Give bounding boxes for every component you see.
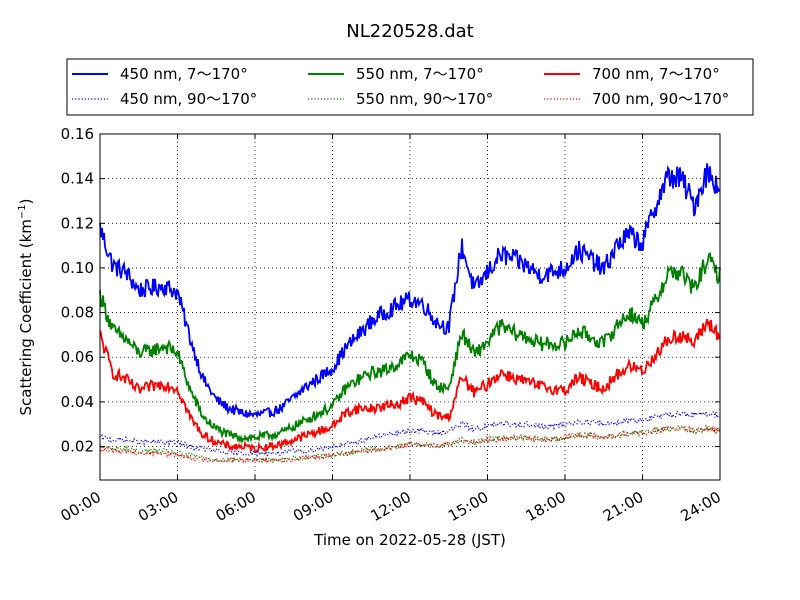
y-axis-label-exponent: −1: [17, 204, 28, 219]
legend-label: 700 nm, 7～170°: [592, 65, 720, 83]
y-axis-label: Scattering Coefficient (km−1): [17, 198, 35, 415]
x-tick-label: 12:00: [368, 488, 414, 525]
x-tick-label: 15:00: [445, 488, 491, 525]
series-line-5: [99, 424, 721, 464]
series-line-3: [99, 409, 721, 458]
y-tick-label: 0.06: [61, 348, 94, 366]
plot-area: 00:00 03:00 06:00 09:00 12:00 15:00 18:00 21:00…: [58, 125, 724, 525]
series-line-4: [99, 424, 721, 464]
y-tick-label: 0.02: [61, 438, 94, 456]
legend-label: 550 nm, 7～170°: [356, 65, 484, 83]
series-line-0: [99, 163, 721, 419]
chart-title: NL220528.dat: [346, 21, 473, 42]
y-tick-label: 0.14: [61, 170, 94, 188]
series-layer: [99, 163, 721, 464]
x-tick-label: 18:00: [523, 488, 569, 525]
legend-label: 450 nm, 90～170°: [120, 90, 257, 108]
axis-ticks: 00:00 03:00 06:00 09:00 12:00 15:00 18:00 21:00…: [58, 125, 724, 525]
legend-frame: [66, 58, 754, 116]
x-tick-label: 21:00: [600, 488, 646, 525]
legend-label: 700 nm, 90～170°: [592, 90, 729, 108]
legend-label: 550 nm, 90～170°: [356, 90, 493, 108]
legend-label: 450 nm, 7～170°: [120, 65, 248, 83]
legend: 450 nm, 7～170° 450 nm, 90～170° 550 nm, 7～1…: [66, 58, 754, 116]
y-tick-label: 0.16: [61, 125, 94, 143]
y-tick-label: 0.12: [61, 214, 94, 232]
y-tick-label: 0.10: [61, 259, 94, 277]
x-tick-label: 24:00: [678, 488, 724, 525]
x-tick-label: 03:00: [135, 488, 181, 525]
x-tick-label: 09:00: [290, 488, 336, 525]
series-line-1: [99, 252, 721, 444]
x-axis-label: Time on 2022-05-28 (JST): [313, 531, 506, 549]
y-axis-label-close: ): [17, 198, 35, 204]
y-tick-label: 0.08: [61, 304, 94, 322]
x-tick-label: 06:00: [213, 488, 259, 525]
y-tick-label: 0.04: [61, 393, 94, 411]
y-axis-label-main: Scattering Coefficient (km: [17, 219, 35, 415]
x-tick-label: 00:00: [58, 488, 104, 525]
series-line-2: [99, 319, 721, 454]
